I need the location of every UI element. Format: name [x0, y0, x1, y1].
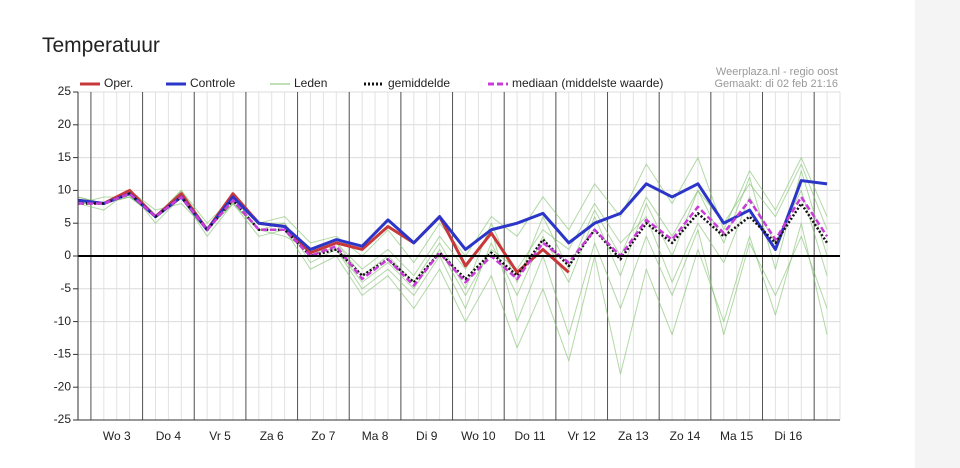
x-tick-label: Do 11 — [514, 429, 545, 443]
y-tick-label: -20 — [54, 379, 72, 393]
y-tick-label: -5 — [60, 281, 71, 295]
x-tick-label: Wo 3 — [103, 429, 131, 443]
y-tick-label: 5 — [64, 215, 71, 229]
y-tick-label: 25 — [58, 84, 72, 98]
x-tick-label: Zo 7 — [311, 429, 335, 443]
x-tick-label: Wo 10 — [461, 429, 496, 443]
chart-title: Temperatuur — [42, 34, 160, 57]
x-tick-label: Zo 14 — [670, 429, 701, 443]
credit: Weerplaza.nl - regio oost — [716, 66, 838, 78]
series-line — [78, 192, 829, 287]
member-line — [77, 189, 828, 336]
legend-label: Oper. — [104, 76, 133, 90]
x-tick-label: Ma 15 — [720, 429, 754, 443]
legend-label: gemiddelde — [388, 76, 450, 90]
x-tick-label: Vr 12 — [568, 429, 597, 443]
y-tick-label: 0 — [64, 248, 71, 262]
y-tick-label: -15 — [54, 347, 72, 361]
y-tick-label: 15 — [58, 150, 72, 164]
x-tick-label: Vr 5 — [209, 429, 231, 443]
series-line — [78, 192, 829, 284]
x-tick-label: Do 4 — [156, 429, 182, 443]
x-tick-label: Di 16 — [774, 429, 802, 443]
y-tick-label: 10 — [58, 183, 72, 197]
legend-label: Leden — [294, 76, 327, 90]
x-tick-label: Ma 8 — [362, 429, 389, 443]
chart: Weerplaza.nl - regio oost Gemaakt: di 02… — [54, 66, 841, 443]
y-tick-label: -25 — [54, 412, 72, 426]
y-tick-label: 20 — [58, 117, 72, 131]
x-tick-label: Di 9 — [416, 429, 438, 443]
legend-label: mediaan (middelste waarde) — [512, 76, 663, 90]
y-tick-label: -10 — [54, 314, 72, 328]
x-tick-label: Za 6 — [260, 429, 284, 443]
legend-label: Controle — [190, 76, 236, 90]
credit: Gemaakt: di 02 feb 21:16 — [714, 78, 838, 90]
x-tick-label: Za 13 — [618, 429, 649, 443]
card: Temperatuur Weerplaza.nl - regio oost Ge… — [0, 0, 915, 468]
